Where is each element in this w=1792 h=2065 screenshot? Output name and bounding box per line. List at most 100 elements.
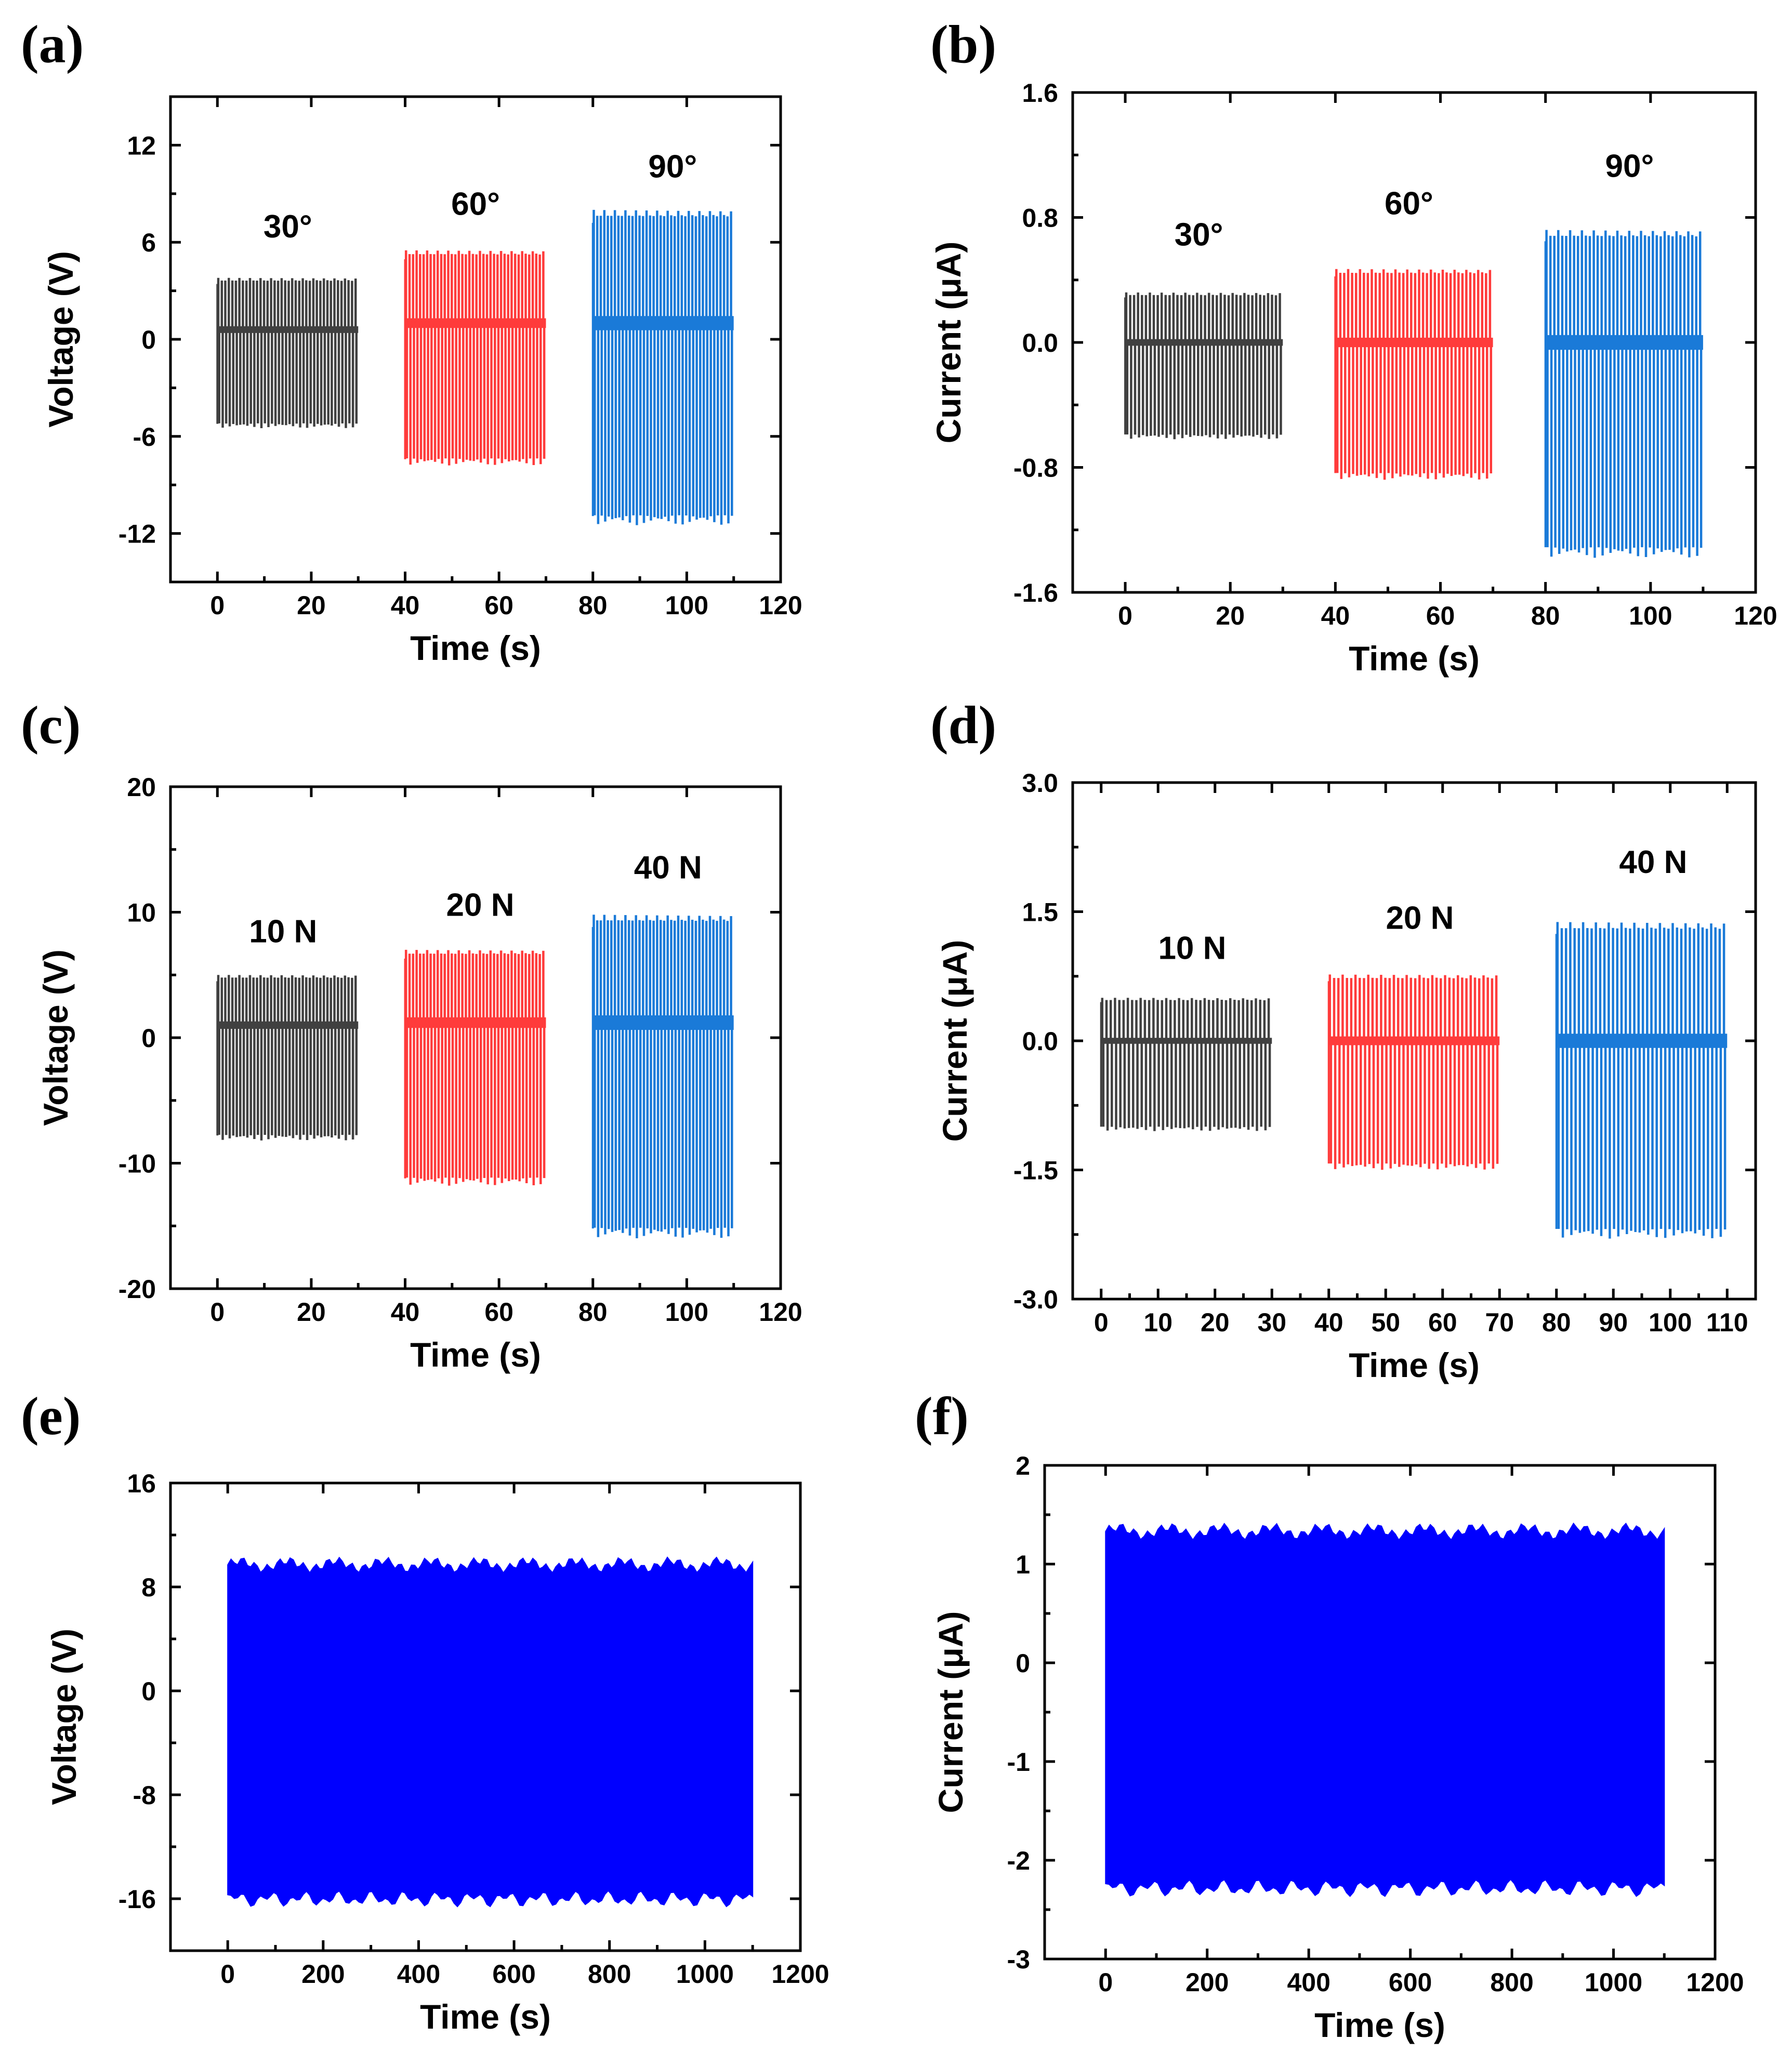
y-axis-title-a: Voltage (V): [42, 251, 80, 428]
x-tick-label-a: 80: [578, 591, 608, 620]
y-tick-label-a: -12: [118, 520, 156, 549]
annotation-d-2: 40 N: [1619, 844, 1687, 880]
x-tick-label-a: 100: [665, 591, 708, 620]
x-tick-label-f: 200: [1185, 1968, 1229, 1997]
y-tick-label-a: 12: [127, 131, 156, 160]
chart-panel-c: (c) 0 20 40 60 80 100 120 -20 -10 0 10 20 Time (s) Vol…: [21, 695, 802, 1374]
chart-panel-a: (a) 0 20 40 60 80 100 120 -12 -6 0 6 12 Time (s) Volta…: [21, 15, 802, 667]
x-tick-label-c: 40: [391, 1298, 420, 1327]
y-tick-label-e: 8: [141, 1573, 156, 1602]
annotation-d-1: 20 N: [1386, 901, 1454, 936]
chart-panel-e: (e) 0 200 400 600 800 1000 1200 -16 -8 0 8 16 Time (s…: [21, 1386, 829, 2036]
y-tick-label-d: -1.5: [1013, 1156, 1058, 1185]
annotation-a-1: 60°: [451, 186, 500, 222]
annotation-b-2: 90°: [1605, 148, 1654, 184]
panel-label-c: (c): [21, 695, 81, 755]
x-tick-label-d: 40: [1314, 1308, 1343, 1337]
x-axis-title-f: Time (s): [1314, 2006, 1445, 2044]
y-tick-label-b: -1.6: [1013, 578, 1058, 607]
x-tick-label-b: 60: [1426, 601, 1455, 630]
annotation-c-0: 10 N: [249, 914, 317, 949]
x-tick-label-e: 400: [397, 1960, 440, 1989]
x-tick-label-c: 60: [484, 1298, 513, 1327]
y-axis-title-f: Current (μA): [931, 1611, 970, 1814]
x-tick-label-d: 0: [1094, 1308, 1109, 1337]
y-tick-label-f: -3: [1007, 1945, 1030, 1974]
y-tick-label-a: 0: [141, 325, 156, 354]
y-axis-title-b: Current (μA): [929, 242, 968, 444]
y-tick-label-e: -16: [118, 1885, 156, 1914]
x-tick-label-e: 1000: [676, 1960, 734, 1989]
x-tick-label-e: 200: [301, 1960, 345, 1989]
series-area-f-0: [1105, 1523, 1665, 1897]
y-tick-label-c: -20: [118, 1275, 156, 1304]
series-pulses-d-0: [1101, 998, 1271, 1131]
x-tick-label-c: 0: [210, 1298, 225, 1327]
series-area-e-0: [227, 1556, 754, 1908]
plot-frame-e: [169, 1481, 802, 1952]
series-pulses-b-1: [1335, 269, 1493, 480]
x-tick-label-c: 80: [578, 1298, 608, 1327]
x-tick-label-a: 20: [297, 591, 326, 620]
chart-panel-f: (f) 0 200 400 600 800 1000 1200 -3 -2 -1 0 1 2 Time (s…: [915, 1386, 1744, 2044]
y-tick-label-d: 3.0: [1022, 769, 1058, 798]
x-axis-title-e: Time (s): [420, 1997, 551, 2036]
panel-label-f: (f): [915, 1386, 969, 1446]
panel-label-e: (e): [21, 1386, 81, 1446]
x-tick-label-b: 120: [1734, 601, 1777, 630]
y-tick-label-d: -3.0: [1013, 1285, 1058, 1314]
y-tick-label-f: 0: [1016, 1649, 1030, 1678]
panel-label-b: (b): [930, 15, 996, 74]
x-tick-label-d: 30: [1257, 1308, 1286, 1337]
y-tick-label-b: 0.8: [1022, 204, 1058, 233]
x-tick-label-f: 400: [1287, 1968, 1330, 1997]
x-tick-label-c: 120: [759, 1298, 802, 1327]
y-tick-label-f: 1: [1016, 1550, 1030, 1579]
x-tick-label-d: 100: [1649, 1308, 1692, 1337]
y-axis-title-d: Current (μA): [935, 940, 974, 1142]
y-tick-label-d: 1.5: [1022, 898, 1058, 927]
x-tick-label-a: 120: [759, 591, 802, 620]
y-tick-label-a: 6: [141, 228, 156, 257]
x-tick-label-f: 800: [1490, 1968, 1533, 1997]
x-tick-label-f: 1200: [1686, 1968, 1744, 1997]
x-tick-label-d: 80: [1542, 1308, 1571, 1337]
x-tick-label-f: 600: [1389, 1968, 1432, 1997]
y-tick-label-c: 0: [141, 1024, 156, 1053]
x-tick-label-e: 600: [492, 1960, 535, 1989]
x-tick-label-d: 10: [1143, 1308, 1172, 1337]
x-tick-label-a: 60: [484, 591, 513, 620]
x-tick-label-d: 70: [1485, 1308, 1514, 1337]
y-tick-label-b: 0.0: [1022, 328, 1058, 358]
annotation-b-1: 60°: [1385, 186, 1433, 221]
y-tick-label-e: 0: [141, 1677, 156, 1706]
x-axis-title-d: Time (s): [1349, 1346, 1480, 1384]
x-tick-label-b: 80: [1531, 601, 1560, 630]
y-tick-label-f: -1: [1007, 1748, 1030, 1777]
x-tick-label-b: 20: [1216, 601, 1245, 630]
series-pulses-c-2: [592, 915, 733, 1238]
x-tick-label-a: 0: [210, 591, 225, 620]
x-tick-label-d: 20: [1201, 1308, 1230, 1337]
x-tick-label-b: 100: [1629, 601, 1672, 630]
x-tick-label-e: 0: [220, 1960, 235, 1989]
series-pulses-d-2: [1556, 922, 1727, 1239]
panel-label-a: (a): [21, 15, 84, 74]
y-tick-label-d: 0.0: [1022, 1027, 1058, 1056]
x-tick-label-c: 100: [665, 1298, 708, 1327]
x-tick-label-e: 1200: [771, 1960, 829, 1989]
x-tick-label-c: 20: [297, 1298, 326, 1327]
x-tick-label-d: 110: [1706, 1308, 1748, 1337]
y-tick-label-e: -8: [133, 1781, 156, 1810]
panel-label-d: (d): [930, 695, 996, 755]
annotation-a-2: 90°: [648, 149, 697, 185]
chart-panel-d: (d) 0 10 20 30 40 50 60 70 80 90 100 110 -3.0 -1.5 0.0 1…: [930, 695, 1757, 1384]
annotation-a-0: 30°: [263, 209, 312, 245]
x-tick-label-d: 90: [1599, 1308, 1628, 1337]
series-pulses-a-1: [404, 250, 546, 466]
y-axis-title-e: Voltage (V): [45, 1629, 83, 1805]
series-pulses-b-0: [1125, 292, 1282, 440]
y-tick-label-c: 20: [127, 773, 156, 802]
x-tick-label-b: 0: [1118, 601, 1132, 630]
